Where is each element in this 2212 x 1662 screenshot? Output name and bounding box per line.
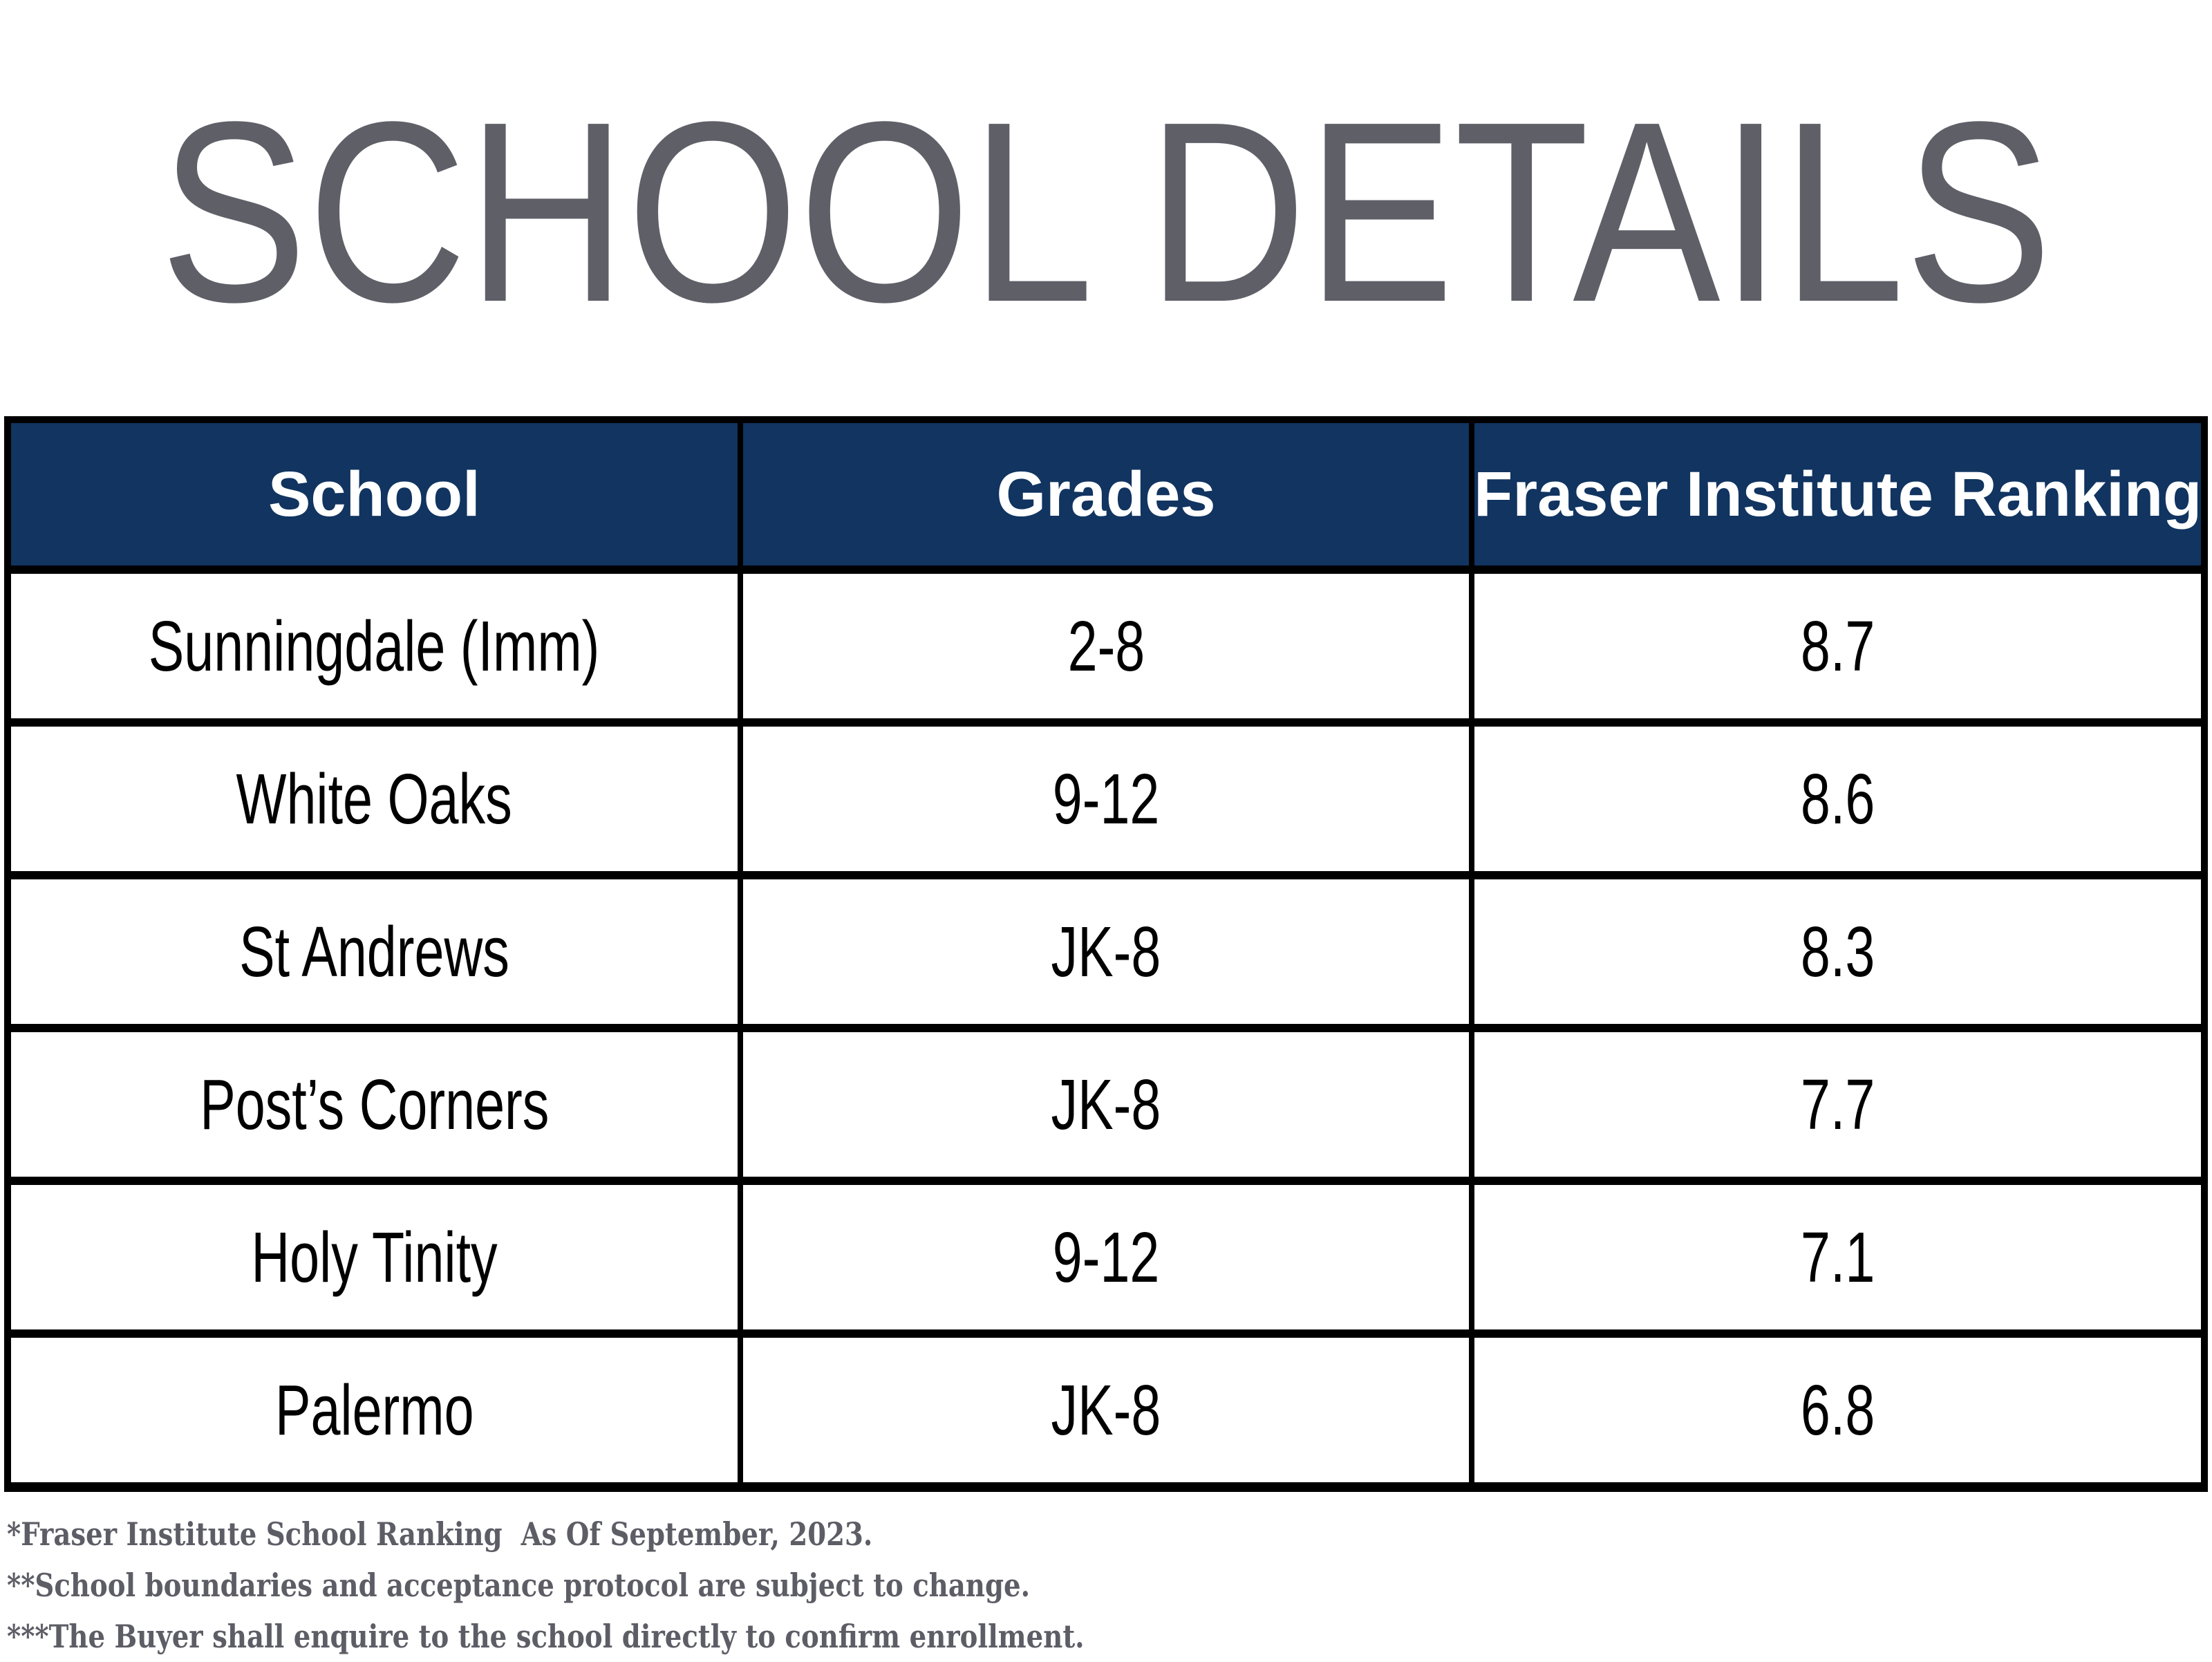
cell-grades: JK-8	[737, 1032, 1470, 1177]
cell-grades: 9-12	[737, 727, 1470, 871]
cell-ranking: 8.3	[1469, 879, 2201, 1024]
table-row-white-oaks: White Oaks 9-12 8.6	[11, 718, 2201, 871]
cell-grades: 2-8	[737, 574, 1470, 718]
table-row-palermo: Palermo JK-8 6.8	[11, 1329, 2201, 1482]
cell-school-name: Palermo	[274, 1370, 474, 1450]
cell-ranking: 8.7	[1469, 574, 2201, 718]
table-header-row: School Grades Fraser Institute Ranking	[11, 423, 2202, 566]
table-row-st-andrews: St Andrews JK-8 8.3	[11, 871, 2201, 1024]
table-row-sunningdale: Sunningdale (Imm) 2-8 8.7	[11, 566, 2201, 718]
cell-school-name: White Oaks	[236, 758, 512, 839]
cell-ranking: 8.6	[1469, 727, 2201, 871]
header-cell-school: School	[11, 423, 738, 566]
cell-school-name: Post’s Corners	[199, 1064, 549, 1144]
cell-grades: 9-12	[737, 1185, 1470, 1329]
cell-grades: JK-8	[737, 879, 1470, 1024]
cell-grades: JK-8	[737, 1338, 1470, 1482]
footnote-fraser-ranking-date: *Fraser Institute School Ranking As Of S…	[7, 1515, 873, 1553]
page-title: SCHOOL DETAILS	[160, 68, 2052, 355]
school-table: School Grades Fraser Institute Ranking S…	[4, 416, 2208, 1492]
cell-ranking: 7.1	[1469, 1185, 2201, 1329]
cell-ranking: 7.7	[1469, 1032, 2201, 1177]
cell-school-name: St Andrews	[238, 911, 509, 991]
footnotes: *Fraser Institute School Ranking As Of S…	[7, 1509, 1290, 1662]
cell-school-name: Holy Tinity	[251, 1217, 498, 1297]
header-cell-fraser-ranking: Fraser Institute Ranking	[1469, 423, 2202, 566]
table-row-posts-corners: Post’s Corners JK-8 7.7	[11, 1024, 2201, 1177]
footnote-buyer-enquire: ***The Buyer shall enquire to the school…	[7, 1618, 1085, 1655]
cell-school-name: Sunningdale (Imm)	[149, 606, 600, 686]
table-row-holy-tinity: Holy Tinity 9-12 7.1	[11, 1177, 2201, 1329]
footnote-boundaries: **School boundaries and acceptance proto…	[7, 1567, 1031, 1604]
cell-ranking: 6.8	[1469, 1338, 2201, 1482]
header-cell-grades: Grades	[737, 423, 1470, 566]
